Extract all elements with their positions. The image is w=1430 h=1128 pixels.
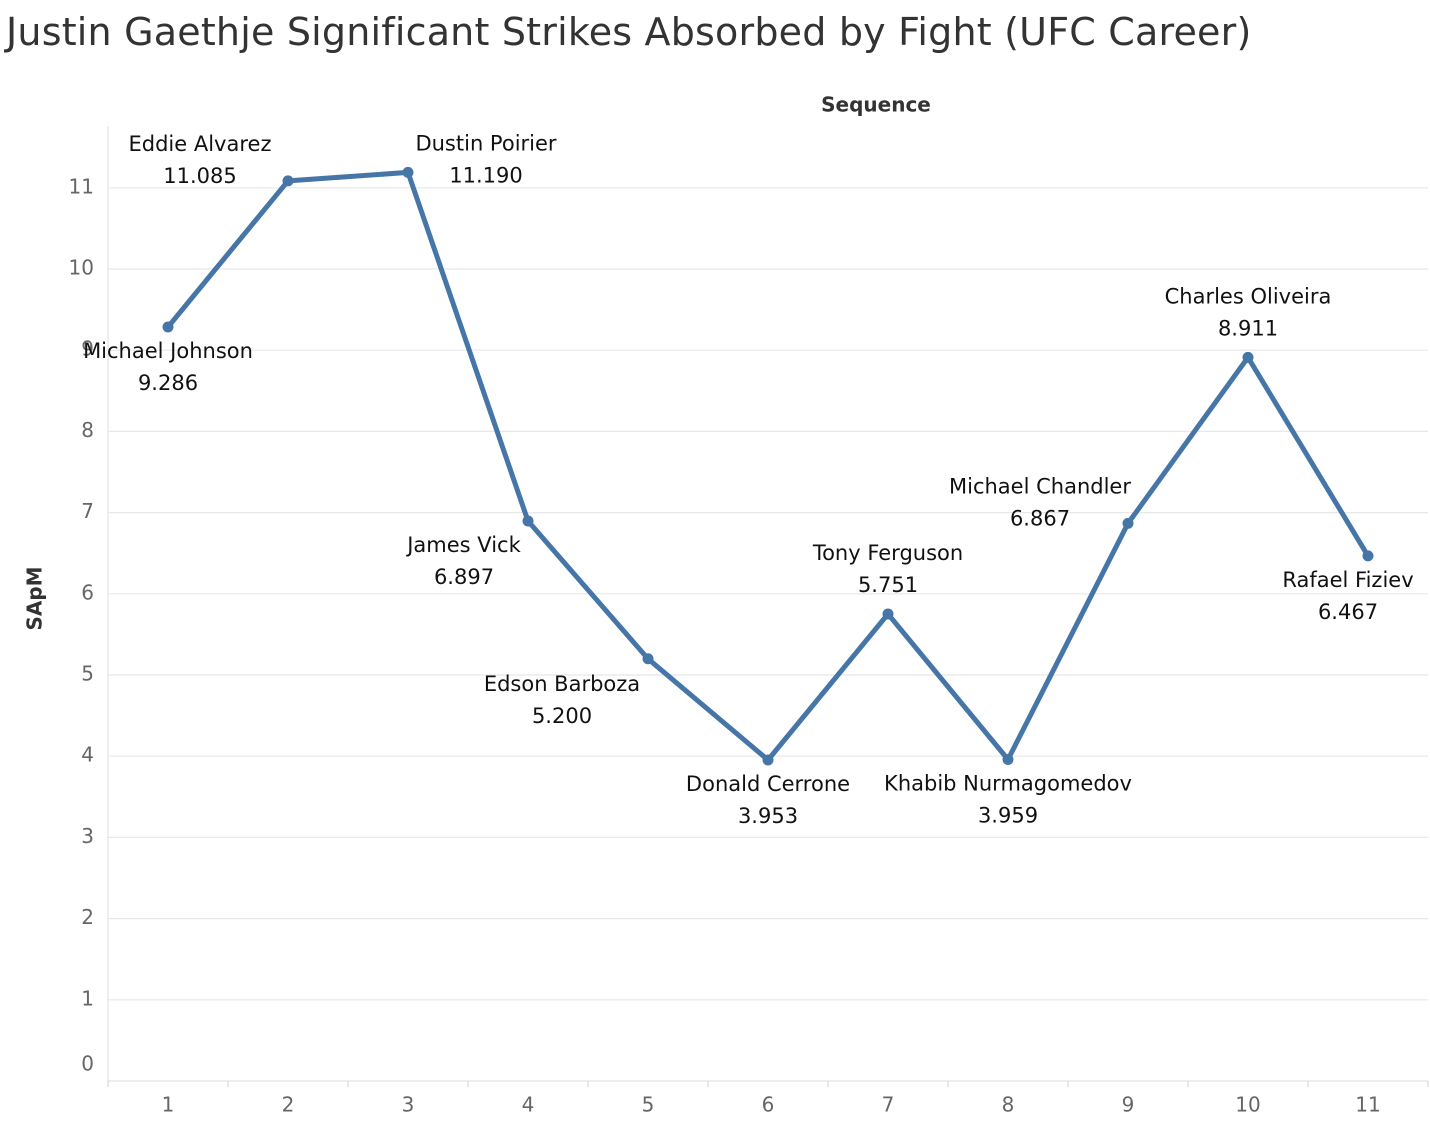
data-label-name: Tony Ferguson bbox=[812, 541, 963, 565]
x-tick-label: 1 bbox=[162, 1093, 175, 1117]
data-label-value: 5.751 bbox=[858, 573, 918, 597]
data-point[interactable] bbox=[402, 166, 414, 178]
y-tick-label: 11 bbox=[69, 174, 94, 198]
data-label-value: 6.467 bbox=[1318, 600, 1378, 624]
y-tick-label: 9 bbox=[81, 337, 94, 361]
x-tick-label: 7 bbox=[882, 1093, 895, 1117]
y-tick-label: 1 bbox=[81, 986, 94, 1010]
data-point[interactable] bbox=[1122, 517, 1134, 529]
y-tick-label: 6 bbox=[81, 580, 94, 604]
data-label-name: Khabib Nurmagomedov bbox=[884, 772, 1132, 796]
data-label-value: 9.286 bbox=[138, 371, 198, 395]
data-label-value: 3.959 bbox=[978, 804, 1038, 828]
x-tick-label: 8 bbox=[1002, 1093, 1015, 1117]
data-label-value: 11.085 bbox=[163, 164, 236, 188]
data-labels: Michael Johnson 9.286 Eddie Alvarez 11.085 D… bbox=[83, 131, 1414, 828]
data-label-name: Eddie Alvarez bbox=[129, 132, 272, 156]
x-tick-label: 2 bbox=[282, 1093, 295, 1117]
x-tick-label: 9 bbox=[1122, 1093, 1135, 1117]
y-tick-label: 7 bbox=[81, 499, 94, 523]
data-point[interactable] bbox=[1362, 550, 1374, 562]
data-point[interactable] bbox=[1002, 754, 1014, 766]
data-label-name: Michael Johnson bbox=[83, 339, 253, 363]
x-tick-label: 3 bbox=[402, 1093, 415, 1117]
y-tick-label: 5 bbox=[81, 662, 94, 686]
data-point[interactable] bbox=[882, 608, 894, 620]
y-tick-label: 3 bbox=[81, 824, 94, 848]
chart-title: Justin Gaethje Significant Strikes Absor… bbox=[6, 10, 1252, 54]
data-label-name: Edson Barboza bbox=[484, 672, 640, 696]
data-point[interactable] bbox=[282, 175, 294, 187]
y-tick-label: 2 bbox=[81, 905, 94, 929]
data-label-name: James Vick bbox=[405, 533, 521, 557]
y-tick-label: 4 bbox=[81, 743, 94, 767]
data-label-value: 6.897 bbox=[434, 565, 494, 589]
data-label-name: Charles Oliveira bbox=[1165, 284, 1332, 308]
x-tick-label: 6 bbox=[762, 1093, 775, 1117]
data-label-name: Rafael Fiziev bbox=[1282, 568, 1413, 592]
data-label-value: 3.953 bbox=[738, 804, 798, 828]
data-label-name: Donald Cerrone bbox=[686, 772, 850, 796]
x-tick-label: 11 bbox=[1355, 1093, 1380, 1117]
x-axis-title: Sequence bbox=[821, 93, 931, 117]
data-label-name: Dustin Poirier bbox=[415, 131, 556, 155]
y-tick-label: 0 bbox=[81, 1052, 94, 1076]
gridlines bbox=[108, 187, 1428, 1001]
y-axis-title: SApM bbox=[23, 566, 47, 630]
data-label-name: Michael Chandler bbox=[949, 474, 1131, 498]
series-line bbox=[165, 169, 1371, 763]
y-tick-label: 10 bbox=[69, 256, 94, 280]
data-point[interactable] bbox=[1242, 351, 1254, 363]
x-tick-label: 10 bbox=[1235, 1093, 1260, 1117]
data-label-value: 8.911 bbox=[1218, 316, 1278, 340]
data-point[interactable] bbox=[642, 653, 654, 665]
data-point[interactable] bbox=[762, 754, 774, 766]
data-label-value: 5.200 bbox=[532, 704, 592, 728]
x-tick-label: 5 bbox=[642, 1093, 655, 1117]
x-tick-label: 4 bbox=[522, 1093, 535, 1117]
data-point[interactable] bbox=[522, 515, 534, 527]
data-label-value: 6.867 bbox=[1010, 506, 1070, 530]
y-tick-label: 8 bbox=[81, 418, 94, 442]
data-point[interactable] bbox=[162, 321, 174, 333]
data-label-value: 11.190 bbox=[449, 163, 522, 187]
series-sapm bbox=[162, 166, 1374, 766]
